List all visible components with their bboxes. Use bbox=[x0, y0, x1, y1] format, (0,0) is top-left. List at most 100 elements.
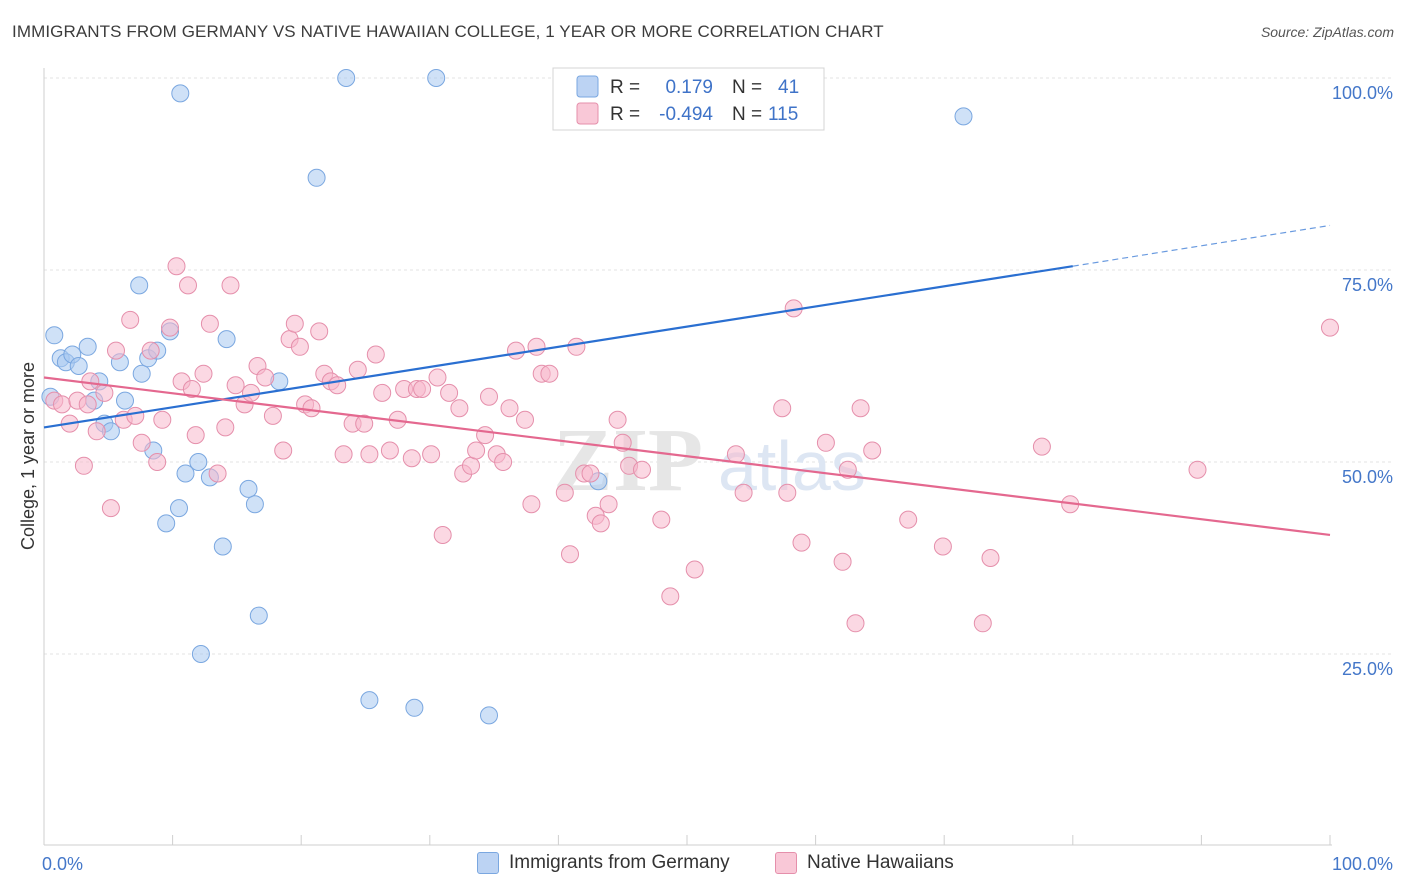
native-hawaiians-point bbox=[500, 399, 519, 418]
native-hawaiians-point bbox=[816, 433, 835, 452]
legend-r-label-pink: R = bbox=[610, 104, 640, 125]
native-hawaiians-point bbox=[380, 441, 399, 460]
y-tick-labels: 25.0% 50.0% 75.0% 100.0% bbox=[1332, 83, 1393, 679]
native-hawaiians-point bbox=[328, 376, 347, 395]
native-hawaiians-point bbox=[933, 537, 952, 556]
legend-item-native-hawaiians: Native Hawaiians bbox=[775, 852, 954, 874]
native-hawaiians-point bbox=[167, 257, 186, 276]
legend-label-immigrants-from-germany: Immigrants from Germany bbox=[509, 852, 730, 873]
native-hawaiians-point bbox=[53, 395, 71, 414]
native-hawaiians-point bbox=[599, 495, 618, 514]
native-hawaiians-point bbox=[208, 464, 227, 483]
native-hawaiians-point bbox=[685, 560, 704, 579]
native-hawaiians-point bbox=[981, 549, 1000, 567]
native-hawaiians-point bbox=[216, 418, 235, 437]
native-hawaiians-point bbox=[348, 360, 367, 379]
immigrants-from-germany-point bbox=[954, 107, 973, 126]
native-hawaiians-point bbox=[126, 406, 145, 425]
y-tick-label-75: 75.0% bbox=[1342, 275, 1393, 295]
native-hawaiians-point bbox=[561, 545, 579, 564]
legend-swatch-pink bbox=[576, 102, 599, 125]
native-hawaiians-point bbox=[302, 399, 321, 418]
trendline-native-hawaiians bbox=[43, 376, 1331, 537]
native-hawaiians-point bbox=[433, 526, 452, 544]
native-hawaiians-point bbox=[182, 380, 201, 398]
native-hawaiians-point bbox=[838, 460, 857, 479]
native-hawaiians-point bbox=[773, 399, 792, 418]
trendline-extension-immigrants-from-germany bbox=[1072, 224, 1331, 267]
native-hawaiians-point bbox=[661, 587, 680, 606]
legend-n-label-pink: N = bbox=[732, 104, 762, 125]
legend-n-value-blue: 41 bbox=[778, 77, 799, 98]
native-hawaiians-point bbox=[480, 387, 498, 406]
native-hawaiians-point bbox=[200, 314, 219, 333]
native-hawaiians-point bbox=[161, 318, 179, 337]
legend-swatch-immigrants-from-germany bbox=[477, 852, 499, 874]
native-hawaiians-point bbox=[440, 383, 459, 402]
native-hawaiians-point bbox=[792, 533, 811, 552]
native-hawaiians-point bbox=[290, 337, 309, 356]
native-hawaiians-point bbox=[522, 495, 541, 514]
native-hawaiians-point bbox=[540, 364, 559, 383]
native-hawaiians-point bbox=[462, 456, 480, 475]
native-hawaiians-point bbox=[74, 456, 93, 475]
native-hawaiians-point bbox=[87, 422, 106, 441]
x-tick-label-max: 100.0% bbox=[1332, 854, 1393, 874]
native-hawaiians-point bbox=[310, 322, 329, 341]
native-hawaiians-point bbox=[226, 376, 245, 395]
immigrants-from-germany-point bbox=[249, 606, 268, 625]
native-hawaiians-point bbox=[148, 453, 167, 471]
native-hawaiians-point bbox=[263, 406, 282, 425]
native-hawaiians-point bbox=[567, 337, 586, 356]
native-hawaiians-point bbox=[256, 368, 275, 387]
immigrants-from-germany-point bbox=[116, 391, 134, 410]
native-hawaiians-point bbox=[608, 410, 627, 429]
legend-label-native-hawaiians: Native Hawaiians bbox=[807, 852, 954, 873]
y-axis-title: College, 1 year or more bbox=[18, 362, 38, 550]
immigrants-from-germany-point bbox=[130, 276, 149, 295]
legend-swatch-blue bbox=[576, 75, 599, 98]
native-hawaiians-point bbox=[507, 341, 525, 360]
native-hawaiians-point bbox=[778, 483, 797, 502]
y-tick-label-50: 50.0% bbox=[1342, 467, 1393, 487]
native-hawaiians-point bbox=[555, 483, 574, 502]
native-hawaiians-point bbox=[107, 341, 125, 360]
immigrants-from-germany-point bbox=[427, 69, 446, 87]
immigrants-from-germany-point bbox=[191, 645, 210, 663]
native-hawaiians-point bbox=[78, 395, 97, 414]
native-hawaiians-point bbox=[726, 445, 745, 464]
immigrants-from-germany-point bbox=[171, 84, 190, 103]
series-immigrants-from-germany bbox=[41, 69, 973, 725]
legend-r-value-blue: 0.179 bbox=[665, 77, 713, 98]
legend-n-value-pink: 115 bbox=[768, 104, 798, 125]
native-hawaiians-point bbox=[360, 445, 379, 464]
native-hawaiians-point bbox=[591, 514, 610, 533]
native-hawaiians-point bbox=[366, 345, 385, 364]
native-hawaiians-point bbox=[413, 380, 432, 398]
trendlines bbox=[43, 224, 1331, 537]
native-hawaiians-point bbox=[355, 414, 374, 433]
immigrants-from-germany-point bbox=[170, 499, 188, 518]
immigrants-from-germany-point bbox=[78, 337, 97, 356]
native-hawaiians-point bbox=[285, 314, 304, 333]
native-hawaiians-point bbox=[863, 441, 882, 460]
native-hawaiians-point bbox=[494, 453, 513, 471]
native-hawaiians-point bbox=[242, 383, 260, 402]
grid-lines bbox=[44, 77, 1392, 655]
immigrants-from-germany-point bbox=[217, 330, 236, 349]
native-hawaiians-point bbox=[141, 341, 160, 360]
legend-r-value-pink: -0.494 bbox=[659, 104, 713, 125]
native-hawaiians-point bbox=[1321, 318, 1339, 337]
native-hawaiians-point bbox=[899, 510, 918, 529]
native-hawaiians-point bbox=[194, 364, 213, 383]
immigrants-from-germany-point bbox=[360, 691, 379, 710]
immigrants-from-germany-point bbox=[307, 168, 326, 187]
immigrants-from-germany-point bbox=[176, 464, 195, 483]
legend-swatch-native-hawaiians bbox=[775, 852, 797, 874]
series-native-hawaiians bbox=[45, 257, 1339, 633]
native-hawaiians-point bbox=[179, 276, 197, 295]
y-tick-label-25: 25.0% bbox=[1342, 659, 1393, 679]
trendline-immigrants-from-germany bbox=[43, 265, 1073, 429]
native-hawaiians-point bbox=[833, 552, 852, 571]
immigrants-from-germany-point bbox=[245, 495, 264, 514]
